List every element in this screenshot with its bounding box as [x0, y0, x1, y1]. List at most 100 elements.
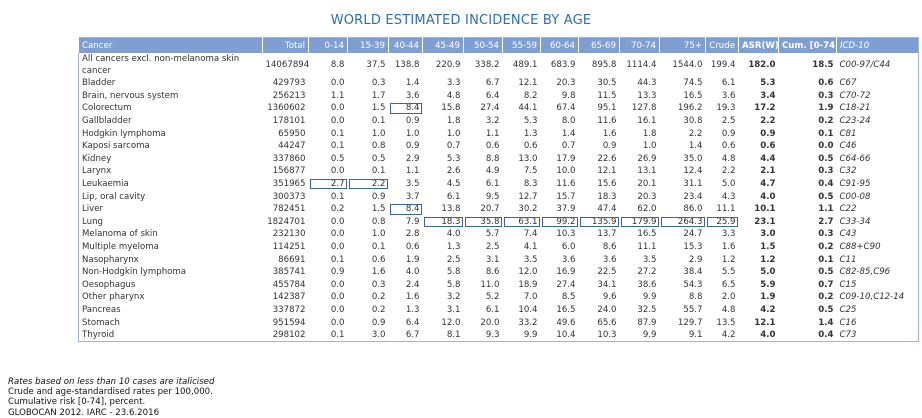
- table-cell: 22.5: [597, 267, 617, 278]
- table-row: Leukaemia 351965 2.7 2.2 3.5 4.5 6.1 8.3 11.6 15.…: [79, 178, 919, 191]
- table-cell: 0.5: [818, 191, 834, 202]
- table-cell: 3.7: [405, 191, 420, 202]
- table-cell: 20.1: [637, 179, 657, 190]
- table-row: Kidney 337860 0.5 0.5 2.9 5.3 8.8 13.0 17.9 22.6 2…: [79, 153, 919, 166]
- table-cell: 0.0: [330, 116, 345, 127]
- table-cell: 2.2: [721, 166, 736, 177]
- table-cell: 9.9: [523, 330, 538, 341]
- table-cell: 0.1: [818, 128, 834, 139]
- table-cell: 8.1: [446, 330, 461, 341]
- table-cell: 11.5: [597, 90, 617, 101]
- table-cell: 1.6: [721, 242, 736, 253]
- table-row: Larynx 156877 0.0 0.1 1.1 2.6 4.9 7.5 10.0 12.1 13…: [79, 165, 919, 178]
- table-cell: 0.2: [371, 292, 386, 303]
- table-cell: 0.9: [721, 128, 736, 139]
- table-cell: 4.1: [523, 242, 538, 253]
- table-cell: 3.4: [760, 90, 776, 101]
- table-cell: 18.9: [518, 279, 538, 290]
- table-cell: 27.4: [480, 103, 500, 114]
- table-cell: 142387: [272, 292, 306, 303]
- table-row: Bladder 429793 0.0 0.3 1.4 3.3 6.7 12.1 20.3 30.5…: [79, 77, 919, 90]
- table-cell: 0.1: [330, 254, 345, 265]
- table-cell: 0.7: [818, 279, 834, 290]
- table-cell: C91-95: [839, 179, 871, 190]
- table-cell: 5.8: [446, 267, 461, 278]
- table-cell: 44247: [278, 141, 306, 152]
- table-cell: 0.6: [523, 141, 538, 152]
- table-cell: 0.2: [330, 204, 345, 215]
- cancer-name: Larynx: [82, 166, 112, 177]
- table-cell: 5.7: [485, 229, 500, 240]
- table-row: Oesophagus 455784 0.0 0.3 2.4 5.8 11.0 18.9 27.4…: [79, 279, 919, 292]
- table-cell: 1.0: [371, 229, 386, 240]
- table-cell: 0.4: [818, 330, 834, 341]
- column-header: ICD-10: [836, 37, 919, 53]
- table-cell: 7.5: [523, 166, 538, 177]
- table-cell: 3.3: [446, 78, 461, 89]
- table-cell: 2.2: [348, 178, 389, 191]
- table-cell: 12.0: [518, 267, 538, 278]
- table-row: Non-Hodgkin lymphoma 385741 0.9 1.6 4.0 5.8 8.…: [79, 266, 919, 279]
- table-cell: 1.5: [371, 204, 386, 215]
- table-row: Other pharynx 142387 0.0 0.2 1.6 3.2 5.2 7.0 8.5…: [79, 291, 919, 304]
- cancer-name: Liver: [82, 204, 104, 215]
- table-cell: 1.6: [371, 267, 386, 278]
- cancer-name: Lip, oral cavity: [82, 191, 146, 202]
- footnote: Crude and age-standardised rates per 100…: [8, 387, 213, 398]
- table-cell: 9.9: [642, 292, 657, 303]
- table-cell: 8.5: [561, 292, 576, 303]
- column-header: Crude: [705, 37, 739, 53]
- table-cell: 32.5: [637, 304, 657, 315]
- table-cell: 62.0: [637, 204, 657, 215]
- table-cell: 0.4: [818, 179, 834, 190]
- column-header: Cancer: [78, 37, 263, 53]
- table-cell: 10.3: [556, 229, 576, 240]
- table-cell: 489.1: [512, 60, 538, 70]
- table-cell: 54.3: [683, 279, 703, 290]
- table-cell: 0.0: [330, 279, 345, 290]
- cancer-name: Kidney: [82, 153, 112, 164]
- table-cell: 19.3: [716, 103, 736, 114]
- table-cell: 34.1: [597, 279, 617, 290]
- table-cell: 31.1: [683, 179, 703, 190]
- table-cell: 2.5: [721, 116, 736, 127]
- table-cell: 6.4: [485, 90, 500, 101]
- table-cell: 1.9: [818, 103, 834, 114]
- table-cell: 44.1: [518, 103, 538, 114]
- cancer-name: Kaposi sarcoma: [82, 141, 150, 152]
- table-cell: 8.0: [561, 116, 576, 127]
- table-cell: 3.6: [602, 254, 617, 265]
- table-cell: 129.7: [677, 317, 703, 328]
- table-cell: 0.1: [330, 128, 345, 139]
- table-cell: 0.5: [818, 153, 834, 164]
- table-cell: 0.1: [371, 242, 386, 253]
- table-cell: 86691: [278, 254, 306, 265]
- table-row: Lip, oral cavity 300373 0.1 0.9 3.7 6.1 9.5 12.…: [79, 190, 919, 203]
- table-cell: 385741: [272, 267, 306, 278]
- table-cell: 0.2: [371, 304, 386, 315]
- table-row: Nasopharynx 86691 0.1 0.6 1.9 2.5 3.1 3.5 3.6 3.6…: [79, 253, 919, 266]
- cancer-name: Nasopharynx: [82, 254, 139, 265]
- table-cell: 337860: [272, 153, 306, 164]
- table-cell: C32: [839, 166, 857, 177]
- table-cell: 24.0: [597, 304, 617, 315]
- table-cell: 1.9: [760, 292, 776, 303]
- table-cell: 0.9: [405, 141, 420, 152]
- table-cell: 33.2: [518, 317, 538, 328]
- table-cell: 4.7: [760, 179, 776, 190]
- table-row: Thyroid 298102 0.1 3.0 6.7 8.1 9.3 9.9 10.4 10.3 9…: [79, 329, 919, 342]
- table-cell: 8.8: [485, 153, 500, 164]
- table-row: Colorectum 1360602 0.0 1.5 8.4 15.8 27.4 44.1 67…: [79, 102, 919, 115]
- table-cell: 7.9: [405, 216, 420, 227]
- table-cell: C16: [839, 317, 857, 328]
- table-cell: 12.4: [683, 166, 703, 177]
- table-cell: 16.5: [637, 229, 657, 240]
- table-row: Brain, nervous system 256213 1.1 1.7 3.6 4.8 6…: [79, 90, 919, 103]
- cancer-name: Melanoma of skin: [82, 229, 158, 240]
- table-cell: 0.1: [330, 191, 345, 202]
- table-cell: 23.1: [754, 216, 776, 227]
- table-cell: 0.2: [818, 242, 834, 253]
- table-cell: 1.3: [523, 128, 538, 139]
- table-cell: 20.7: [480, 204, 500, 215]
